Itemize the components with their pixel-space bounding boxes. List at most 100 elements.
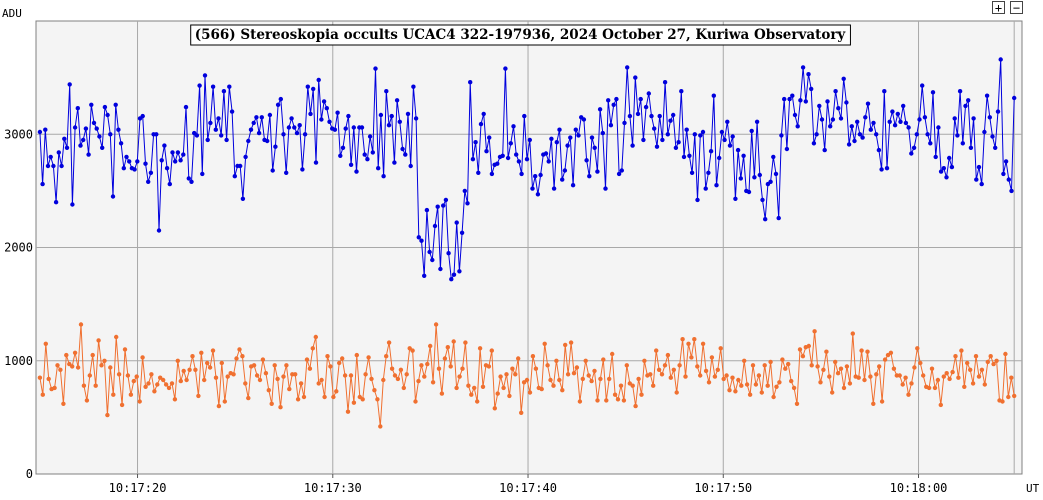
data-point xyxy=(202,73,208,78)
data-point xyxy=(746,189,752,195)
data-point xyxy=(976,164,982,170)
data-point xyxy=(960,141,965,146)
data-point xyxy=(365,157,370,162)
data-point xyxy=(351,125,356,130)
data-point xyxy=(375,397,380,402)
data-point xyxy=(947,376,952,382)
data-point xyxy=(190,354,195,359)
data-point xyxy=(466,383,471,388)
data-point xyxy=(240,196,246,201)
data-point xyxy=(454,385,459,391)
data-point xyxy=(445,345,450,350)
data-point xyxy=(401,385,406,391)
zoom-out-button[interactable]: − xyxy=(1010,1,1023,14)
data-point xyxy=(149,372,154,377)
data-point xyxy=(278,405,283,410)
data-point xyxy=(882,357,888,362)
data-point xyxy=(210,348,216,353)
data-point xyxy=(684,127,689,132)
data-point xyxy=(40,392,45,397)
data-point xyxy=(438,266,443,272)
data-point xyxy=(411,84,416,89)
data-point xyxy=(888,350,894,355)
data-point xyxy=(146,179,151,184)
data-point xyxy=(727,388,732,393)
data-point xyxy=(348,162,354,167)
data-point xyxy=(169,381,175,386)
data-point xyxy=(633,75,638,80)
data-point xyxy=(918,360,923,366)
data-point xyxy=(806,72,811,77)
data-point xyxy=(293,372,298,377)
data-point xyxy=(413,116,419,121)
data-point xyxy=(947,155,952,161)
data-point xyxy=(779,133,784,138)
data-point xyxy=(295,397,301,402)
data-point xyxy=(830,117,836,122)
data-point xyxy=(340,356,345,361)
data-point xyxy=(562,168,568,173)
data-point xyxy=(140,355,145,360)
data-point xyxy=(501,385,506,391)
data-point xyxy=(901,103,906,109)
data-point xyxy=(96,338,101,343)
data-point xyxy=(1001,171,1006,177)
x-axis-unit: UT xyxy=(1026,482,1040,495)
data-point xyxy=(524,157,530,162)
data-point xyxy=(397,119,402,125)
data-point xyxy=(143,161,148,166)
data-point xyxy=(698,373,703,378)
data-point xyxy=(615,397,621,402)
data-point xyxy=(821,367,826,372)
data-point xyxy=(105,412,110,418)
data-point xyxy=(516,159,522,164)
data-point xyxy=(621,398,627,403)
data-point xyxy=(342,373,348,378)
data-point xyxy=(844,364,850,369)
data-point xyxy=(108,365,113,370)
data-point xyxy=(45,163,51,169)
data-point xyxy=(322,394,327,400)
data-point xyxy=(847,381,853,386)
data-point xyxy=(654,348,659,353)
data-point xyxy=(516,356,521,361)
data-point xyxy=(298,381,304,386)
data-point xyxy=(824,349,829,354)
x-tick-label: 10:17:20 xyxy=(109,481,167,495)
data-point xyxy=(87,373,93,378)
data-point xyxy=(542,341,547,346)
data-point xyxy=(205,360,210,366)
data-point xyxy=(281,132,286,137)
data-point xyxy=(570,183,576,188)
data-point xyxy=(876,147,882,153)
data-point xyxy=(673,145,679,150)
data-point xyxy=(727,143,733,148)
data-point xyxy=(965,360,970,366)
data-point xyxy=(818,380,823,385)
data-point xyxy=(292,125,297,130)
data-point xyxy=(70,364,75,369)
data-point xyxy=(606,98,611,103)
data-point xyxy=(982,382,987,387)
data-point xyxy=(460,366,465,371)
data-point xyxy=(756,373,762,378)
data-point xyxy=(300,167,305,172)
data-point xyxy=(519,410,524,415)
zoom-in-button[interactable]: + xyxy=(992,1,1005,14)
data-point xyxy=(554,358,559,363)
data-point xyxy=(638,96,643,102)
data-point xyxy=(334,389,339,394)
data-point xyxy=(757,172,762,178)
data-point xyxy=(957,89,963,94)
data-point xyxy=(430,257,435,263)
data-point xyxy=(938,169,944,174)
data-point xyxy=(359,125,365,130)
data-point xyxy=(208,120,213,126)
data-point xyxy=(498,374,503,379)
data-point xyxy=(944,371,949,376)
data-point xyxy=(194,133,200,138)
data-point xyxy=(760,197,765,203)
data-point xyxy=(846,142,852,147)
data-point xyxy=(719,129,725,135)
data-point xyxy=(500,153,505,158)
